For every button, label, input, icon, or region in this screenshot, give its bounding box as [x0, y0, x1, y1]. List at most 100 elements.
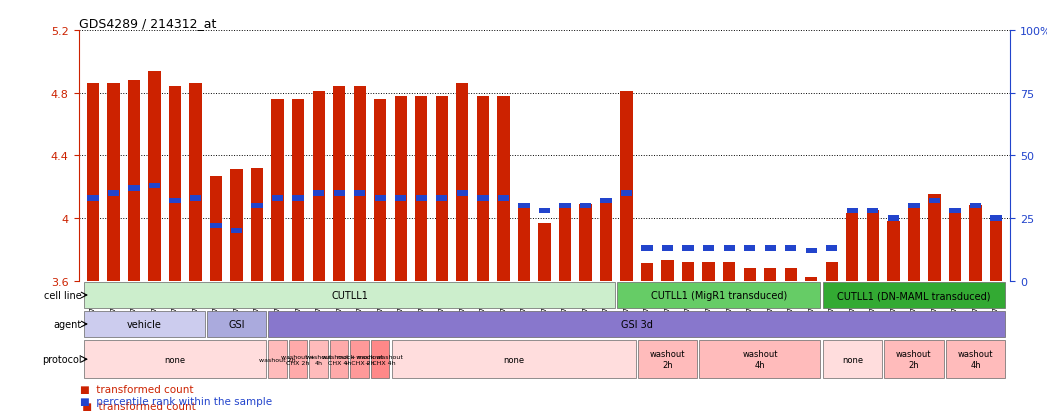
Bar	[580, 203, 592, 209]
Bar	[539, 208, 550, 214]
Text: washout
2h: washout 2h	[896, 350, 932, 369]
Text: mock washout
+ CHX 2h: mock washout + CHX 2h	[337, 354, 382, 365]
Text: ■  transformed count: ■ transformed count	[80, 385, 193, 394]
Bar	[169, 87, 181, 281]
Text: agent: agent	[53, 319, 82, 329]
Bar	[642, 246, 652, 251]
Bar	[149, 71, 160, 281]
Bar	[929, 195, 940, 281]
Bar	[456, 191, 468, 196]
Bar	[87, 196, 98, 201]
Bar	[392, 340, 636, 378]
Bar	[743, 268, 756, 281]
Bar	[970, 206, 982, 281]
Bar	[292, 100, 305, 281]
Bar	[682, 262, 694, 281]
Bar	[600, 203, 612, 281]
Bar	[990, 216, 1002, 221]
Bar	[662, 246, 673, 251]
Text: vehicle: vehicle	[127, 319, 161, 329]
Text: ■  percentile rank within the sample: ■ percentile rank within the sample	[80, 396, 272, 406]
Bar	[846, 214, 859, 281]
Bar	[764, 268, 777, 281]
Bar	[351, 340, 369, 378]
Bar	[600, 198, 611, 204]
Bar	[784, 268, 797, 281]
Bar	[805, 278, 818, 281]
Bar	[230, 170, 243, 281]
Bar	[867, 211, 879, 281]
Bar	[538, 223, 551, 281]
Bar	[826, 246, 838, 251]
Bar	[518, 204, 530, 281]
Bar	[84, 282, 616, 309]
Bar	[497, 97, 510, 281]
Bar	[436, 97, 448, 281]
Bar	[251, 203, 263, 209]
Bar	[84, 340, 266, 378]
Bar	[949, 211, 961, 281]
Bar	[683, 246, 694, 251]
Bar	[87, 84, 99, 281]
Text: GSI: GSI	[228, 319, 245, 329]
Bar	[703, 246, 714, 251]
Bar	[618, 282, 821, 309]
Bar	[723, 262, 735, 281]
Text: CUTLL1 (MigR1 transduced): CUTLL1 (MigR1 transduced)	[651, 290, 787, 300]
Bar	[107, 84, 119, 281]
Text: none: none	[164, 355, 185, 364]
Bar	[292, 196, 304, 201]
Bar	[723, 246, 735, 251]
Bar	[662, 261, 674, 281]
Bar	[334, 191, 344, 196]
Bar	[312, 92, 325, 281]
Bar	[826, 262, 838, 281]
Bar	[333, 87, 346, 281]
Text: washout +
CHX 2h: washout + CHX 2h	[282, 354, 315, 365]
Text: washout 2h: washout 2h	[260, 357, 296, 362]
Bar	[437, 196, 447, 201]
Bar	[289, 340, 308, 378]
Bar	[190, 196, 201, 201]
Bar	[908, 206, 920, 281]
Text: washout
4h: washout 4h	[306, 354, 332, 365]
Bar	[621, 191, 632, 196]
Bar	[764, 246, 776, 251]
Bar	[989, 217, 1002, 281]
Bar	[884, 340, 943, 378]
Bar	[908, 203, 919, 209]
Bar	[375, 196, 386, 201]
Text: washout
4h: washout 4h	[958, 350, 994, 369]
Bar	[251, 169, 263, 281]
Bar	[699, 340, 821, 378]
Text: ■  transformed count: ■ transformed count	[79, 401, 196, 411]
Bar	[477, 196, 489, 201]
Bar	[559, 204, 571, 281]
Bar	[945, 340, 1005, 378]
Bar	[867, 208, 878, 214]
Bar	[847, 208, 857, 214]
Text: none: none	[504, 355, 525, 364]
Bar	[641, 263, 653, 281]
Bar	[374, 100, 386, 281]
Text: washout
4h: washout 4h	[742, 350, 778, 369]
Text: GSI 3d: GSI 3d	[621, 319, 652, 329]
Bar	[559, 203, 571, 209]
Bar	[929, 198, 940, 204]
Bar	[207, 311, 266, 337]
Bar	[108, 191, 119, 196]
Bar	[330, 340, 349, 378]
Text: mock washout
+ CHX 4h: mock washout + CHX 4h	[357, 354, 403, 365]
Bar	[497, 196, 509, 201]
Bar	[231, 228, 242, 234]
Bar	[84, 311, 205, 337]
Bar	[805, 248, 817, 254]
Bar	[209, 176, 222, 281]
Bar	[621, 92, 632, 281]
Bar	[268, 311, 1005, 337]
Bar	[703, 262, 715, 281]
Bar	[823, 282, 1005, 309]
Bar	[395, 196, 406, 201]
Bar	[638, 340, 697, 378]
Bar	[744, 246, 755, 251]
